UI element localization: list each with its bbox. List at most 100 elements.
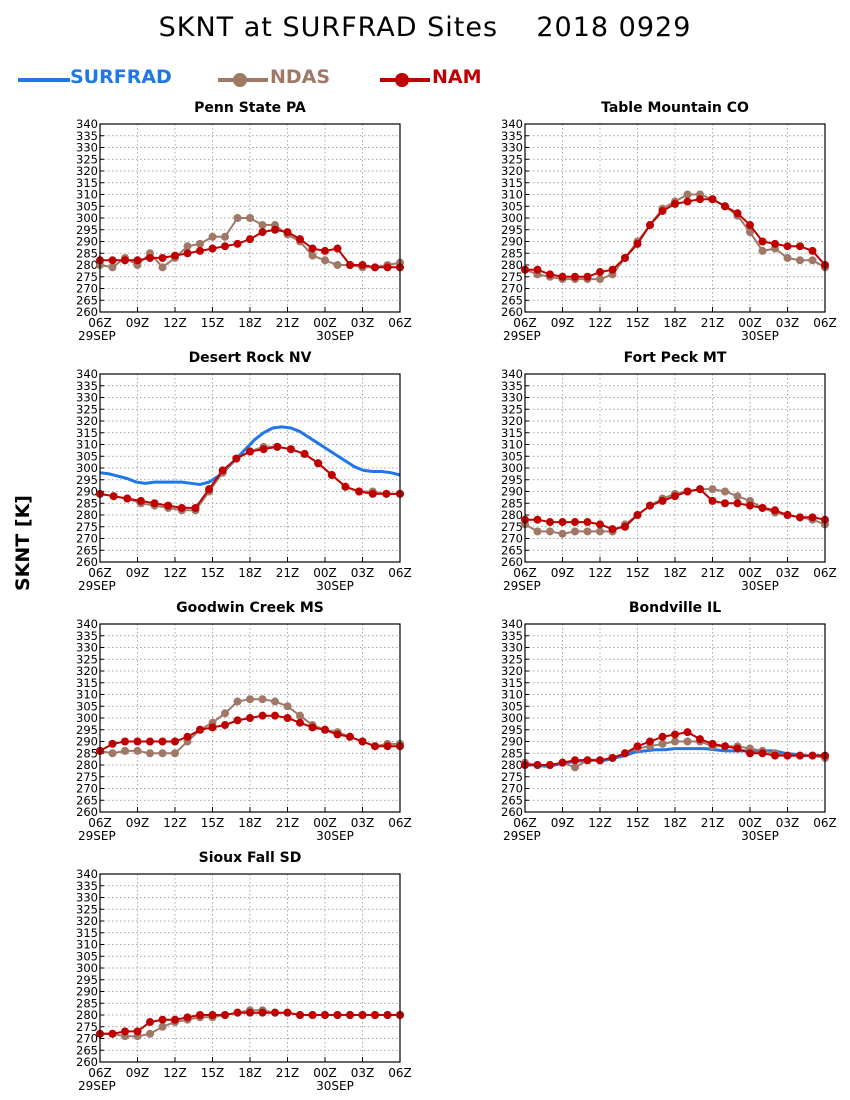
data-point bbox=[258, 1008, 267, 1017]
y-tick-label: 335 bbox=[501, 379, 523, 393]
data-point bbox=[183, 732, 192, 741]
x-tick-label: 06Z bbox=[388, 566, 412, 580]
data-point bbox=[646, 221, 654, 230]
data-point bbox=[246, 447, 254, 456]
x-tick-label: 03Z bbox=[351, 566, 375, 580]
data-point bbox=[308, 723, 317, 732]
data-point bbox=[333, 730, 342, 739]
y-tick-label: 310 bbox=[501, 438, 523, 452]
data-point bbox=[321, 1011, 329, 1019]
data-point bbox=[271, 711, 279, 720]
data-point bbox=[721, 499, 729, 508]
y-tick-label: 300 bbox=[501, 461, 523, 475]
y-tick-label: 260 bbox=[501, 305, 523, 319]
data-point bbox=[333, 261, 342, 269]
plot-frame bbox=[99, 373, 401, 563]
data-point bbox=[109, 492, 118, 501]
data-point bbox=[146, 1029, 154, 1038]
grid bbox=[100, 624, 400, 812]
y-axis-label: SKNT [K] bbox=[12, 495, 34, 591]
x-tick-label: 09Z bbox=[551, 816, 575, 830]
data-point bbox=[708, 195, 717, 204]
data-point bbox=[108, 739, 117, 748]
data-point bbox=[533, 527, 542, 536]
y-tick-label: 325 bbox=[76, 402, 98, 416]
x-tick-label: 09Z bbox=[126, 316, 150, 330]
y-tick-label: 260 bbox=[501, 555, 523, 569]
data-point bbox=[314, 459, 323, 468]
data-point bbox=[146, 737, 154, 746]
plot-bondville: 2602652702752802852902953003053103153203… bbox=[501, 617, 837, 843]
x-tick-label: 06Z bbox=[88, 1066, 112, 1080]
data-point bbox=[136, 496, 145, 505]
y-tick-label: 280 bbox=[76, 258, 98, 272]
plot-table-mountain: 2602652702752802852902953003053103153203… bbox=[501, 117, 837, 343]
x-tick-label: 03Z bbox=[776, 816, 800, 830]
data-point bbox=[108, 256, 117, 265]
data-point bbox=[108, 749, 117, 758]
x-tick-label: 21Z bbox=[701, 816, 725, 830]
data-point bbox=[571, 272, 579, 281]
x-tick-label: 03Z bbox=[776, 316, 800, 330]
data-point bbox=[146, 253, 154, 262]
y-tick-label: 260 bbox=[501, 805, 523, 819]
data-point bbox=[271, 697, 279, 706]
date-label: 30SEP bbox=[741, 329, 779, 343]
data-point bbox=[183, 1013, 192, 1022]
data-point bbox=[133, 1027, 142, 1036]
data-point bbox=[246, 235, 254, 244]
data-point bbox=[533, 515, 542, 524]
data-point bbox=[783, 511, 792, 519]
data-point bbox=[308, 244, 317, 253]
data-point bbox=[558, 518, 567, 527]
x-tick-label: 06Z bbox=[513, 316, 537, 330]
y-tick-label: 295 bbox=[76, 973, 98, 987]
x-tick-label: 00Z bbox=[313, 566, 337, 580]
data-point bbox=[783, 242, 792, 251]
data-point bbox=[796, 513, 804, 522]
data-point bbox=[596, 275, 604, 284]
data-point bbox=[808, 751, 817, 760]
data-point bbox=[371, 263, 379, 272]
data-point bbox=[733, 499, 742, 508]
data-point bbox=[258, 695, 267, 704]
date-label: 30SEP bbox=[741, 579, 779, 593]
data-point bbox=[683, 737, 692, 746]
y-tick-label: 320 bbox=[501, 664, 523, 678]
y-tick-label: 290 bbox=[501, 235, 523, 249]
data-point bbox=[571, 763, 579, 772]
y-tick-label: 340 bbox=[76, 617, 98, 631]
data-point bbox=[696, 195, 704, 204]
y-tick-label: 290 bbox=[501, 735, 523, 749]
data-point bbox=[571, 527, 579, 536]
data-point bbox=[158, 749, 167, 758]
y-tick-label: 270 bbox=[501, 532, 523, 546]
y-tick-label: 330 bbox=[501, 141, 523, 155]
plot-goodwin-creek: 2602652702752802852902953003053103153203… bbox=[76, 617, 412, 843]
plot-frame bbox=[99, 623, 401, 813]
y-tick-label: 340 bbox=[501, 617, 523, 631]
data-point bbox=[296, 718, 304, 727]
y-tick-label: 280 bbox=[501, 258, 523, 272]
data-point bbox=[183, 249, 192, 258]
data-point bbox=[196, 1011, 204, 1019]
x-tick-label: 21Z bbox=[701, 316, 725, 330]
x-tick-label: 03Z bbox=[351, 1066, 375, 1080]
y-tick-label: 280 bbox=[501, 758, 523, 772]
data-point bbox=[358, 1011, 367, 1019]
data-point bbox=[558, 529, 567, 538]
data-point bbox=[233, 214, 242, 222]
data-point bbox=[796, 242, 804, 251]
data-point bbox=[321, 725, 329, 734]
data-point bbox=[333, 244, 342, 253]
x-tick-label: 06Z bbox=[88, 316, 112, 330]
x-tick-label: 21Z bbox=[276, 816, 300, 830]
plot-desert-rock: 2602652702752802852902953003053103153203… bbox=[76, 367, 412, 593]
y-tick-label: 270 bbox=[76, 532, 98, 546]
data-point bbox=[221, 721, 229, 730]
y-tick-label: 275 bbox=[76, 770, 98, 784]
y-tick-label: 260 bbox=[76, 805, 98, 819]
data-point bbox=[533, 761, 542, 769]
x-tick-label: 09Z bbox=[551, 566, 575, 580]
data-point bbox=[683, 728, 692, 737]
